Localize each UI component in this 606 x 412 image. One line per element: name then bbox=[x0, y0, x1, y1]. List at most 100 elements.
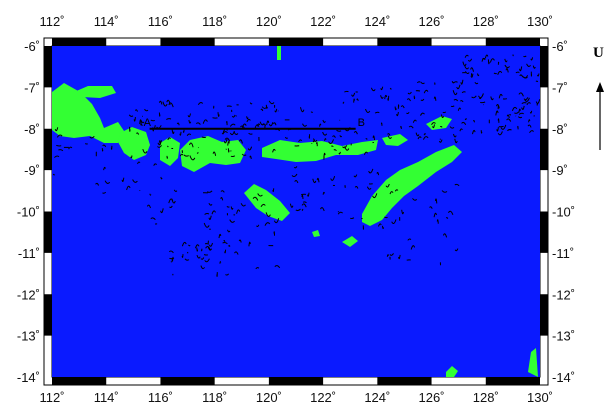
contour-mark bbox=[54, 127, 59, 132]
contour-mark bbox=[273, 122, 277, 126]
contour-mark bbox=[230, 155, 236, 158]
contour-mark bbox=[433, 212, 437, 218]
contour-mark bbox=[478, 93, 484, 99]
contour-mark bbox=[535, 80, 539, 83]
contour-mark bbox=[400, 105, 405, 109]
contour-mark bbox=[506, 118, 512, 122]
contour-mark bbox=[521, 102, 527, 105]
contour-mark bbox=[323, 152, 326, 158]
contour-mark bbox=[179, 153, 184, 157]
frame-segment-top bbox=[377, 38, 432, 46]
contour-mark bbox=[387, 95, 390, 101]
lat-label-left: -11˚ bbox=[18, 246, 40, 261]
contour-mark bbox=[353, 98, 355, 103]
contour-mark bbox=[196, 247, 199, 252]
contour-mark bbox=[338, 151, 341, 155]
contour-mark bbox=[206, 190, 213, 193]
contour-mark bbox=[394, 189, 399, 192]
contour-mark bbox=[507, 129, 512, 132]
contour-mark bbox=[207, 240, 209, 245]
contour-mark bbox=[356, 98, 359, 101]
contour-mark bbox=[202, 119, 208, 124]
contour-mark bbox=[519, 74, 524, 78]
contour-mark bbox=[420, 98, 425, 101]
frame-segment-bottom bbox=[160, 377, 215, 385]
contour-mark bbox=[412, 198, 418, 201]
southeast-islet bbox=[446, 366, 458, 377]
contour-mark bbox=[168, 250, 174, 254]
lon-label-top: 126˚ bbox=[419, 14, 445, 29]
contour-mark bbox=[205, 246, 211, 251]
contour-mark bbox=[189, 142, 194, 148]
map-area: A B bbox=[52, 46, 541, 377]
contour-mark bbox=[400, 125, 402, 129]
contour-mark bbox=[316, 141, 318, 147]
contour-mark bbox=[361, 217, 363, 220]
lon-label-bottom: 130˚ bbox=[527, 390, 553, 405]
contour-mark bbox=[372, 193, 378, 199]
lat-label-right: -6˚ bbox=[552, 39, 568, 54]
contour-mark bbox=[208, 215, 212, 220]
frame-segment-top bbox=[268, 38, 324, 46]
profile-end-label: B bbox=[358, 117, 365, 129]
contour-mark bbox=[389, 87, 392, 90]
contour-mark bbox=[454, 138, 458, 144]
contour-mark bbox=[497, 70, 503, 75]
contour-mark bbox=[487, 59, 490, 65]
contour-mark bbox=[261, 106, 267, 109]
contour-mark bbox=[406, 98, 411, 102]
lon-labels-top: 112˚ 114˚ 116˚ 118˚ 120˚ 122˚ 124˚ 126˚ 128˚ 130˚ bbox=[39, 14, 553, 29]
contour-mark bbox=[376, 171, 380, 176]
lat-label-left: -12˚ bbox=[17, 287, 40, 302]
contour-mark bbox=[132, 179, 138, 183]
frame-segment-bottom bbox=[485, 377, 540, 385]
contour-mark bbox=[134, 109, 138, 112]
contour-mark bbox=[171, 198, 176, 204]
contour-mark bbox=[259, 121, 265, 126]
contour-mark bbox=[312, 178, 317, 184]
contour-mark bbox=[230, 206, 234, 210]
contour-mark bbox=[103, 166, 106, 171]
contour-mark bbox=[489, 58, 495, 63]
contour-mark bbox=[461, 121, 467, 125]
frame-segment-bottom bbox=[377, 377, 432, 385]
contour-mark bbox=[310, 111, 314, 113]
contour-mark bbox=[54, 155, 60, 158]
contour-mark bbox=[351, 92, 356, 97]
contour-mark bbox=[218, 233, 222, 239]
contour-mark bbox=[289, 203, 294, 208]
contour-mark bbox=[415, 132, 420, 137]
contour-mark bbox=[384, 94, 388, 100]
contour-mark bbox=[272, 148, 276, 153]
lon-label-bottom: 118˚ bbox=[202, 390, 227, 405]
contour-mark bbox=[474, 81, 479, 85]
contour-mark bbox=[320, 207, 325, 212]
contour-mark bbox=[521, 105, 525, 110]
contour-mark bbox=[149, 193, 152, 196]
contour-mark bbox=[332, 135, 336, 138]
contour-mark bbox=[169, 205, 173, 209]
contour-mark bbox=[200, 257, 205, 260]
contour-mark bbox=[291, 173, 298, 178]
contour-mark bbox=[246, 118, 251, 123]
contour-mark bbox=[226, 206, 230, 208]
contour-mark bbox=[460, 100, 464, 103]
contour-mark bbox=[204, 242, 208, 245]
contour-mark bbox=[453, 133, 457, 138]
contour-mark bbox=[183, 154, 189, 157]
lon-label-top: 118˚ bbox=[202, 14, 227, 29]
contour-mark bbox=[217, 112, 220, 117]
contour-mark bbox=[506, 114, 510, 119]
lon-label-bottom: 112˚ bbox=[39, 390, 64, 405]
east-coast-strip bbox=[528, 348, 538, 377]
contour-mark bbox=[522, 76, 528, 79]
contour-mark bbox=[224, 249, 227, 254]
contour-mark bbox=[527, 124, 532, 128]
contour-mark bbox=[517, 116, 523, 119]
lat-label-left: -6˚ bbox=[24, 39, 40, 54]
contour-mark bbox=[344, 90, 349, 93]
sea-area bbox=[52, 46, 540, 377]
contour-mark bbox=[322, 119, 326, 123]
contour-mark bbox=[354, 185, 359, 189]
frame-segment-right bbox=[540, 211, 548, 253]
